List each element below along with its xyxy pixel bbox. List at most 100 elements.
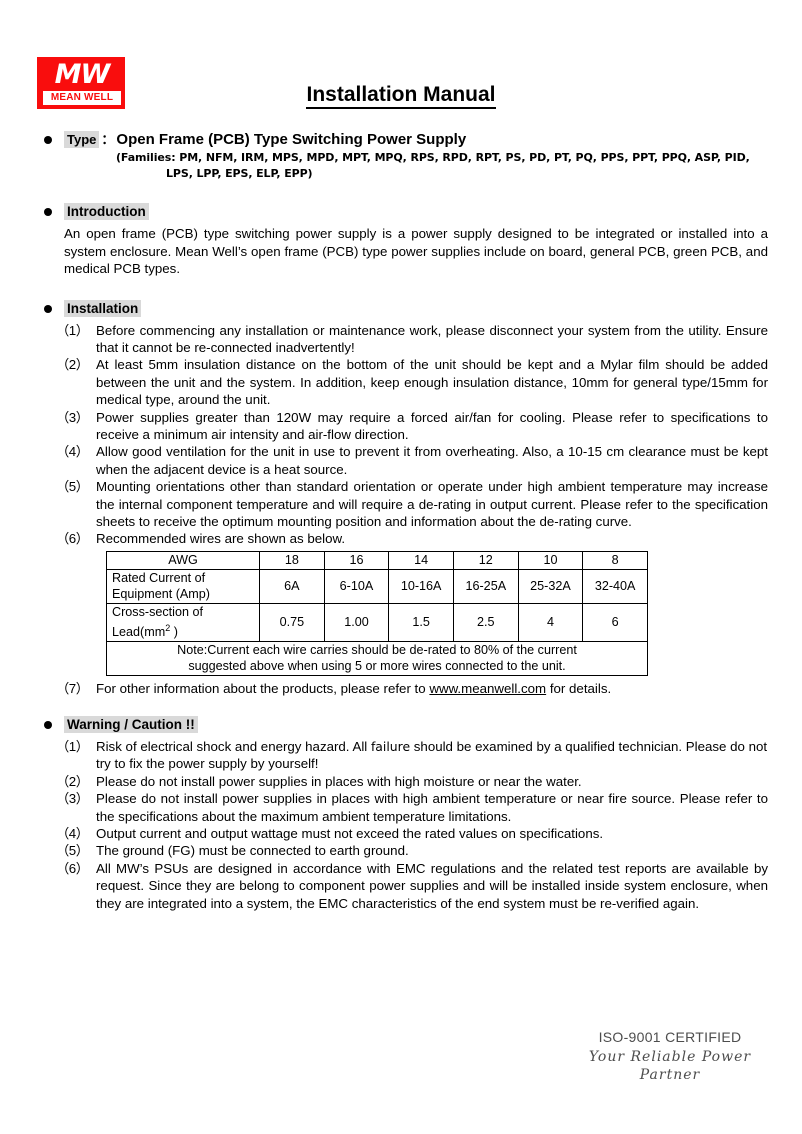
table-cell: 18: [259, 550, 325, 571]
list-item-number: （1）: [56, 322, 89, 338]
page-header: MW MEAN WELL Installation Manual: [0, 0, 802, 118]
table-cell: 6: [582, 603, 648, 643]
document-content: Type： Open Frame (PCB) Type Switching Pow…: [38, 118, 768, 912]
bullet-icon: [44, 208, 52, 216]
table-cell: 10: [517, 550, 584, 571]
list-item-text: Please do not install power supplies in …: [96, 773, 582, 789]
iso-certification-text: ISO-9001 CERTIFIED: [598, 1029, 742, 1045]
list-item-number: （2）: [56, 357, 89, 373]
table-note-line2: suggested above when using 5 or more wir…: [188, 658, 566, 673]
list-item-text-before: For other information about the products…: [96, 681, 430, 697]
table-note: Note:Current each wire carries should be…: [106, 641, 648, 677]
list-item-text: Before commencing any installation or ma…: [96, 322, 768, 355]
installation-list-continued: （7） For other information about the prod…: [38, 680, 768, 697]
bullet-icon: [44, 720, 52, 729]
list-item-text: Output current and output wattage must n…: [96, 825, 604, 841]
table-cell: 1.00: [323, 603, 390, 643]
warning-title: Warning / Caution !!: [64, 715, 198, 733]
list-item: （1） Risk of electrical shock and energy …: [38, 738, 768, 773]
list-item-number: （6）: [56, 531, 89, 547]
list-item-text: The ground (FG) must be connected to ear…: [96, 843, 409, 859]
table-cell: 16: [323, 550, 390, 571]
table-row: Rated Current of Equipment (Amp) 6A 6-10…: [106, 569, 648, 605]
table-row: AWG 18 16 14 12 10 8: [106, 550, 648, 571]
installation-list: （1） Before commencing any installation o…: [38, 322, 768, 548]
list-item-number: （5）: [56, 479, 89, 495]
table-cell: 2.5: [452, 603, 519, 643]
label-line-1: Cross-section of: [112, 605, 203, 620]
table-row: Cross-section of Lead(mm2 ) 0.75 1.00 1.…: [106, 603, 648, 643]
table-row-label-cross-section: Cross-section of Lead(mm2 ): [106, 603, 260, 643]
list-item: （3） Power supplies greater than 120W may…: [38, 409, 768, 444]
type-value: Open Frame (PCB) Type Switching Power Su…: [116, 131, 467, 148]
installation-section: Installation （1） Before commencing any i…: [38, 299, 768, 698]
list-item-text-after: for details.: [546, 681, 612, 697]
list-item-text-cont: should be examined by a qualified techni…: [96, 738, 768, 772]
list-item: （5） Mounting orientations other than sta…: [38, 478, 768, 530]
list-item-number: （6）: [56, 860, 89, 876]
list-item: （2） At least 5mm insulation distance on …: [38, 356, 768, 408]
label-line-2: Equipment (Amp): [112, 586, 210, 601]
table-cell: 6A: [259, 569, 325, 605]
warning-heading: Warning / Caution !!: [38, 715, 768, 734]
table-note-line1: Note:Current each wire carries should be…: [177, 643, 577, 658]
company-slogan: Your Reliable Power Partner: [588, 1049, 752, 1083]
list-item: （4） Output current and output wattage mu…: [38, 825, 768, 842]
bullet-icon: [44, 304, 52, 313]
list-item: （4） Allow good ventilation for the unit …: [38, 443, 768, 478]
table-cell: 6-10A: [323, 569, 390, 605]
table-cell: 10-16A: [388, 569, 454, 605]
label-superscript: 2: [165, 622, 171, 633]
recommended-wires-table: AWG 18 16 14 12 10 8 Rated Current of Eq…: [106, 550, 648, 677]
list-item-number: （2）: [56, 773, 89, 789]
table-row-label-rated-current: Rated Current of Equipment (Amp): [106, 569, 260, 605]
label-line-1: Rated Current of: [112, 571, 206, 586]
list-item-text: Mounting orientations other than standar…: [96, 479, 768, 529]
table-cell: 1.5: [388, 603, 454, 643]
list-item-number: （1）: [56, 738, 89, 754]
list-item-number: （5）: [56, 843, 89, 859]
list-item-text: Power supplies greater than 120W may req…: [96, 409, 768, 442]
bullet-icon: [44, 135, 52, 144]
list-item-number: （3）: [56, 409, 89, 425]
type-section: Type： Open Frame (PCB) Type Switching Pow…: [38, 130, 768, 181]
introduction-body: An open frame (PCB) type switching power…: [64, 226, 768, 276]
list-item-number: （4）: [56, 825, 89, 841]
page-title-text: Installation Manual: [306, 83, 496, 109]
list-item-number: （7）: [56, 681, 89, 697]
list-item: （7） For other information about the prod…: [38, 680, 768, 697]
installation-title: Installation: [64, 299, 142, 317]
label-line-2-post: ): [170, 624, 178, 639]
list-item-text-emphasis: failure: [370, 738, 411, 754]
table-cell: 16-25A: [452, 569, 519, 605]
warning-section: Warning / Caution !! （1） Risk of electri…: [38, 715, 768, 912]
list-item-number: （4）: [56, 444, 89, 460]
table-row: Note:Current each wire carries should be…: [106, 641, 648, 677]
list-item: （6） All MW’s PSUs are designed in accord…: [38, 860, 768, 912]
introduction-title: Introduction: [64, 203, 149, 220]
table-cell: 8: [582, 550, 648, 571]
type-label: Type: [64, 131, 100, 148]
list-item-text: All MW’s PSUs are designed in accordance…: [96, 860, 768, 911]
meanwell-website-link[interactable]: www.meanwell.com: [429, 681, 547, 697]
table-cell: 25-32A: [517, 569, 584, 605]
label-line-2-pre: Lead(mm: [112, 624, 166, 639]
table-cell: 32-40A: [582, 569, 648, 605]
table-cell: 0.75: [259, 603, 325, 643]
type-families-line1: (Families: PM, NFM, IRM, MPS, MPD, MPT, …: [116, 151, 750, 164]
table-cell: 12: [452, 550, 519, 571]
list-item-text: At least 5mm insulation distance on the …: [96, 357, 768, 408]
list-item: （1） Before commencing any installation o…: [38, 322, 768, 357]
table-cell: 4: [517, 603, 584, 643]
list-item: （6） Recommended wires are shown as below…: [38, 530, 768, 547]
table-cell: 14: [388, 550, 454, 571]
meanwell-logo: MW MEAN WELL: [37, 57, 125, 109]
list-item-text: Allow good ventilation for the unit in u…: [96, 444, 768, 477]
list-item: （2） Please do not install power supplies…: [38, 773, 768, 790]
table-header-awg: AWG: [106, 550, 260, 571]
list-item-number: （3）: [56, 791, 89, 807]
type-heading: Type： Open Frame (PCB) Type Switching Pow…: [38, 130, 768, 149]
type-families-line2: LPS, LPP, EPS, ELP, EPP): [166, 167, 313, 180]
introduction-section: Introduction An open frame (PCB) type sw…: [38, 203, 768, 278]
